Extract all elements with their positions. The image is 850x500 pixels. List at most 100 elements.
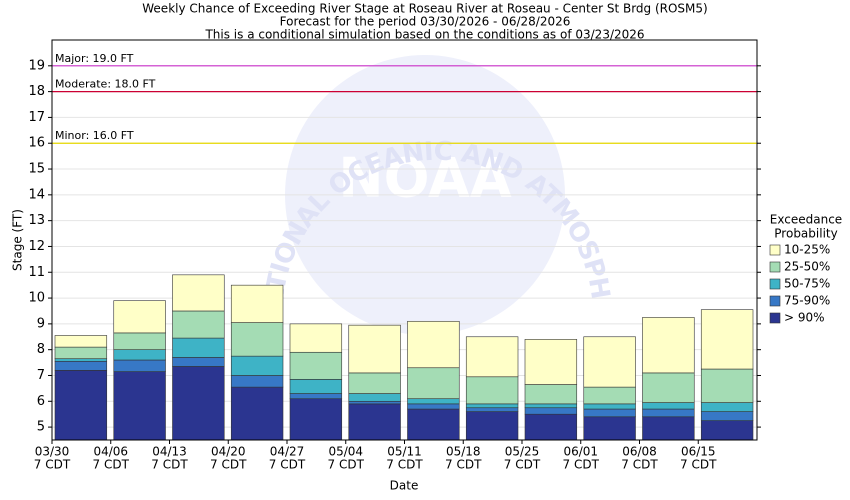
x-tick-label: 05/04 xyxy=(328,445,363,459)
y-tick-label: 19 xyxy=(28,58,45,73)
legend-label: 75-90% xyxy=(784,294,830,308)
bar-segment xyxy=(113,349,166,361)
bar-segment xyxy=(465,411,519,441)
x-tick-label: 7 CDT xyxy=(386,458,423,472)
bar-segment xyxy=(54,335,108,348)
bar-segment xyxy=(230,284,284,323)
x-tick-label: 7 CDT xyxy=(445,458,482,472)
bar-segment xyxy=(113,300,166,334)
bar-segment xyxy=(172,337,225,358)
y-tick-label: 11 xyxy=(28,265,45,280)
bar-segment xyxy=(289,379,343,394)
y-tick-label: 12 xyxy=(28,239,45,254)
bar-segment xyxy=(348,403,401,441)
y-tick-label: 15 xyxy=(28,162,45,177)
x-tick-label: 05/18 xyxy=(446,445,481,459)
y-tick-label: 16 xyxy=(28,136,45,151)
x-tick-label: 06/01 xyxy=(563,445,598,459)
bar-segment xyxy=(230,386,284,441)
x-tick-label: 7 CDT xyxy=(34,458,71,472)
bar-segment xyxy=(583,386,636,405)
bar-segment xyxy=(54,370,108,441)
y-tick-label: 10 xyxy=(28,291,45,306)
bar-segment xyxy=(289,393,343,400)
legend-swatch xyxy=(769,295,781,307)
y-tick-label: 6 xyxy=(37,394,45,409)
x-tick-label: 04/13 xyxy=(152,445,187,459)
bar-segment xyxy=(348,393,401,402)
bar-segment xyxy=(583,416,636,441)
bar-segment xyxy=(113,359,166,372)
y-tick-label: 5 xyxy=(37,420,45,435)
legend-label: 25-50% xyxy=(784,260,830,274)
bar-segment xyxy=(172,366,225,441)
bar-segment xyxy=(54,360,108,371)
bar-segment xyxy=(524,413,578,441)
bar-segment xyxy=(289,398,343,441)
legend-title: Exceedance xyxy=(770,213,842,227)
x-tick-label: 7 CDT xyxy=(504,458,541,472)
bar-segment xyxy=(642,408,695,418)
bar-segment xyxy=(642,402,695,410)
legend-label: 50-75% xyxy=(784,277,830,291)
x-tick-label: 06/15 xyxy=(681,445,716,459)
threshold-label: Moderate: 18.0 FT xyxy=(55,78,156,91)
y-tick-label: 9 xyxy=(37,316,45,331)
bar-segment xyxy=(700,309,754,370)
bar-segment xyxy=(700,368,754,403)
x-tick-label: 05/25 xyxy=(505,445,540,459)
x-tick-label: 7 CDT xyxy=(269,458,306,472)
bar-segment xyxy=(54,358,108,362)
bar-segment xyxy=(113,332,166,350)
y-tick-label: 7 xyxy=(37,368,45,383)
bar-segment xyxy=(642,372,695,403)
y-tick-label: 13 xyxy=(28,213,45,228)
x-tick-label: 04/06 xyxy=(93,445,128,459)
x-tick-label: 04/20 xyxy=(211,445,246,459)
bar-segment xyxy=(465,336,519,378)
bar-segment xyxy=(583,336,636,388)
bar-segment xyxy=(113,371,166,441)
x-tick-label: 7 CDT xyxy=(621,458,658,472)
y-tick-label: 8 xyxy=(37,342,45,357)
x-tick-label: 04/27 xyxy=(270,445,305,459)
legend-title: Probability xyxy=(774,227,837,241)
bar-segment xyxy=(524,407,578,415)
bar-segment xyxy=(230,375,284,388)
x-tick-label: 06/08 xyxy=(622,445,657,459)
bar-segment xyxy=(172,310,225,339)
x-tick-label: 7 CDT xyxy=(210,458,247,472)
bar-segment xyxy=(642,416,695,441)
legend-label: > 90% xyxy=(784,311,825,325)
plot-frame xyxy=(51,39,758,441)
x-tick-label: 7 CDT xyxy=(563,458,600,472)
bar-segment xyxy=(700,420,754,441)
chart-subtitle: Forecast for the period 03/30/2026 - 06/… xyxy=(280,15,571,29)
x-tick-label: 05/11 xyxy=(387,445,422,459)
y-tick-label: 17 xyxy=(28,110,45,125)
y-tick-label: 18 xyxy=(28,84,45,99)
bar-segment xyxy=(172,274,225,312)
y-axis-label: Stage (FT) xyxy=(11,209,25,271)
bar-segment xyxy=(289,323,343,353)
bar-segment xyxy=(642,317,695,374)
bar-segment xyxy=(348,400,401,405)
bar-segment xyxy=(348,372,401,394)
chart-title: Weekly Chance of Exceeding River Stage a… xyxy=(142,2,707,16)
bar-segment xyxy=(172,357,225,367)
x-tick-label: 7 CDT xyxy=(328,458,365,472)
bar-segment xyxy=(407,320,460,369)
x-tick-label: 7 CDT xyxy=(93,458,130,472)
bar-segment xyxy=(230,322,284,357)
bar-segment xyxy=(465,407,519,412)
x-tick-label: 7 CDT xyxy=(151,458,188,472)
bar-segment xyxy=(407,403,460,410)
bar-segment xyxy=(407,367,460,400)
bar-segment xyxy=(348,324,401,374)
bar-segment xyxy=(289,351,343,380)
legend-swatch xyxy=(769,261,781,273)
bar-segment xyxy=(524,339,578,385)
bar-segment xyxy=(230,355,284,376)
bar-segment xyxy=(524,384,578,405)
